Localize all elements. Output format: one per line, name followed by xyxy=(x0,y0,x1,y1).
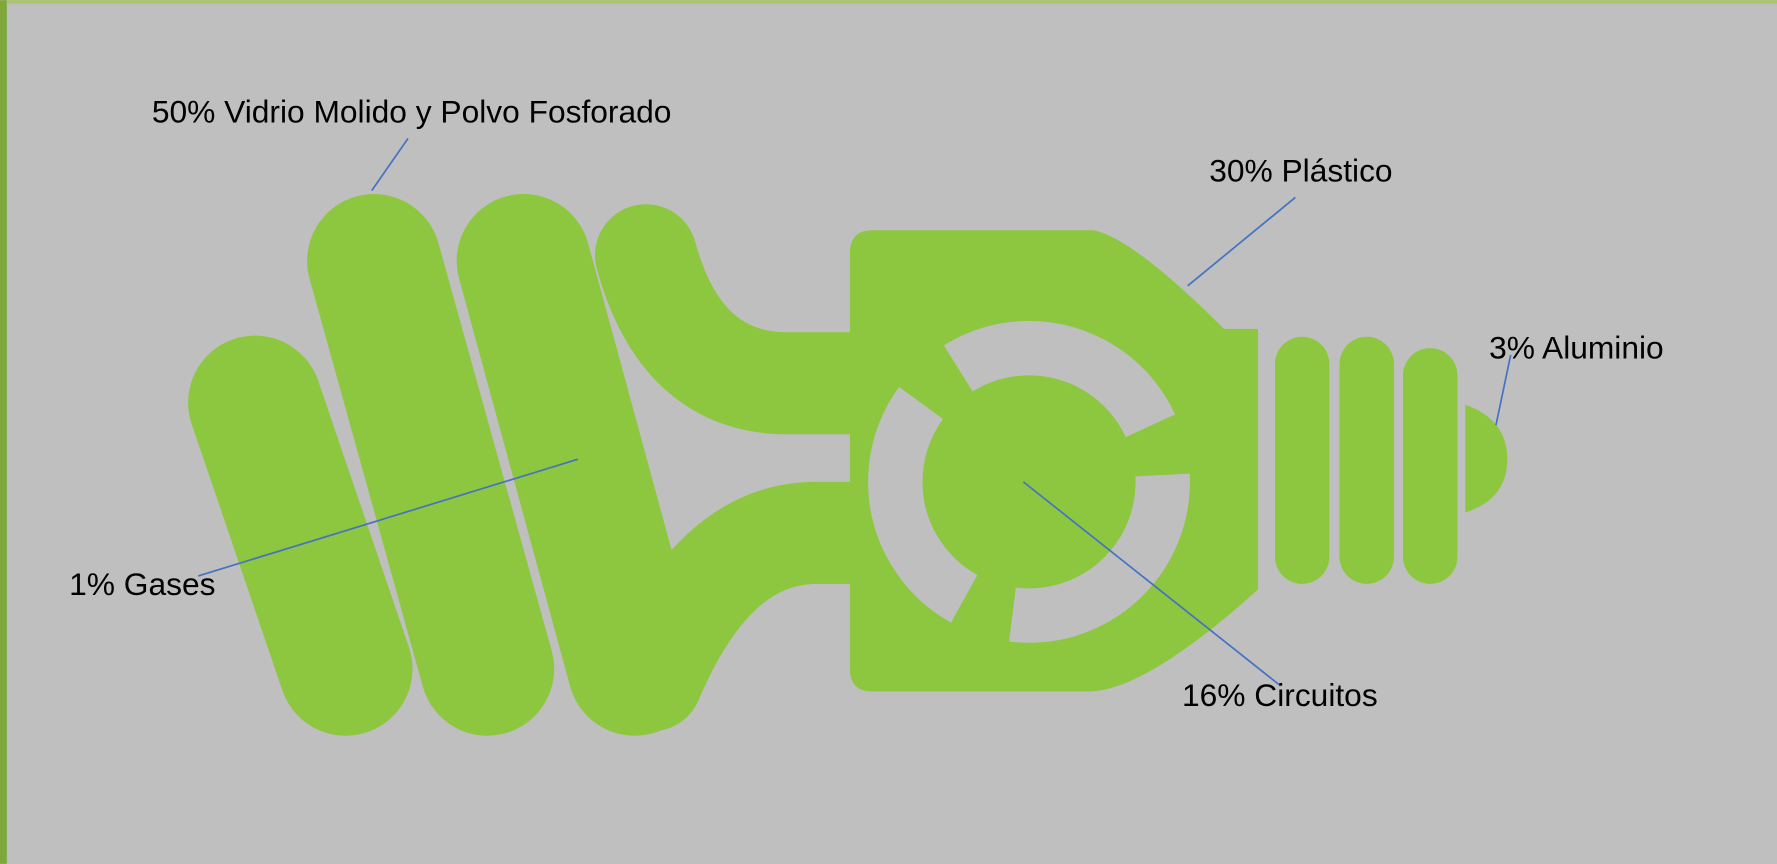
leader-line xyxy=(198,458,579,577)
label: 1% Gases xyxy=(69,566,215,602)
left-edge xyxy=(0,0,7,864)
label: 30% Plástico xyxy=(1209,153,1392,189)
tube-bottom-curve xyxy=(600,481,913,732)
recycle-center xyxy=(958,411,1100,553)
top-edge xyxy=(6,0,1777,4)
leader-line xyxy=(1187,196,1296,287)
leader-line xyxy=(1022,481,1282,687)
tip xyxy=(1465,404,1508,513)
bulb xyxy=(188,194,1508,736)
tube xyxy=(188,335,413,736)
band xyxy=(1403,348,1458,584)
label: 50% Vidrio Molido y Polvo Fosforado xyxy=(152,94,672,130)
tube xyxy=(456,194,702,736)
label: 3% Aluminio xyxy=(1489,329,1664,365)
recycle-ring xyxy=(868,320,1190,643)
leader-line xyxy=(371,137,409,192)
leader-line xyxy=(1495,354,1512,426)
band xyxy=(1274,336,1330,584)
label: 16% Circuitos xyxy=(1182,677,1378,713)
tube-top-curve xyxy=(594,204,913,435)
tube xyxy=(307,194,555,736)
band xyxy=(1339,336,1394,584)
